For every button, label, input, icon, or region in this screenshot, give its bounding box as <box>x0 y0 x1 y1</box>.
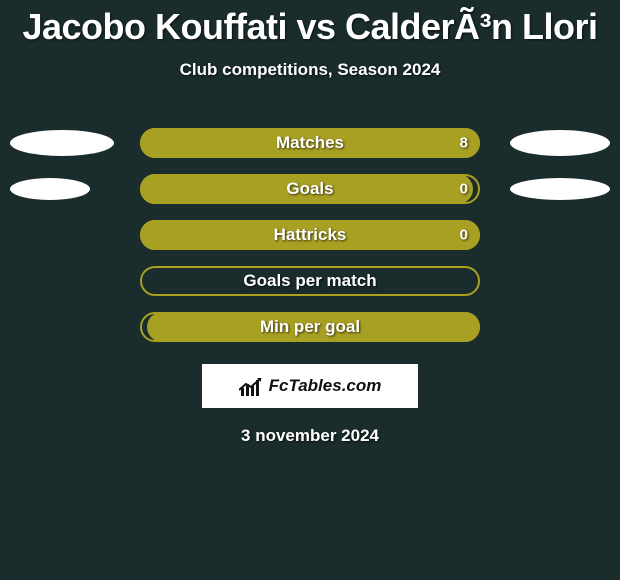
stat-bar: Hattricks 0 <box>140 220 480 250</box>
stat-row: Matches 8 <box>0 128 620 158</box>
stat-value-right: 0 <box>460 227 468 244</box>
stat-label: Hattricks <box>274 225 347 245</box>
player-right-marker <box>510 130 610 156</box>
page-title: Jacobo Kouffati vs CalderÃ³n Llori <box>0 6 620 48</box>
stat-value-right: 0 <box>460 181 468 198</box>
stat-label: Min per goal <box>260 317 360 337</box>
player-left-marker <box>10 130 114 156</box>
player-left-marker <box>10 178 90 200</box>
stat-label: Goals per match <box>243 271 376 291</box>
stat-row: Goals per match <box>0 266 620 296</box>
stat-value-right: 8 <box>460 135 468 152</box>
stat-label: Matches <box>276 133 344 153</box>
stat-label: Goals <box>286 179 333 199</box>
source-logo: FcTables.com <box>202 364 418 408</box>
date-label: 3 november 2024 <box>0 426 620 446</box>
stat-rows: Matches 8 Goals 0 Hattricks 0 Goals per match M… <box>0 128 620 342</box>
stat-row: Min per goal <box>0 312 620 342</box>
comparison-infographic: Jacobo Kouffati vs CalderÃ³n Llori Club … <box>0 0 620 446</box>
stat-row: Hattricks 0 <box>0 220 620 250</box>
stat-bar: Matches 8 <box>140 128 480 158</box>
stat-row: Goals 0 <box>0 174 620 204</box>
player-right-marker <box>510 178 610 200</box>
bar-chart-icon <box>239 376 263 396</box>
stat-bar: Goals per match <box>140 266 480 296</box>
stat-bar: Goals 0 <box>140 174 480 204</box>
stat-bar: Min per goal <box>140 312 480 342</box>
logo-text: FcTables.com <box>269 376 382 396</box>
subtitle: Club competitions, Season 2024 <box>0 60 620 80</box>
